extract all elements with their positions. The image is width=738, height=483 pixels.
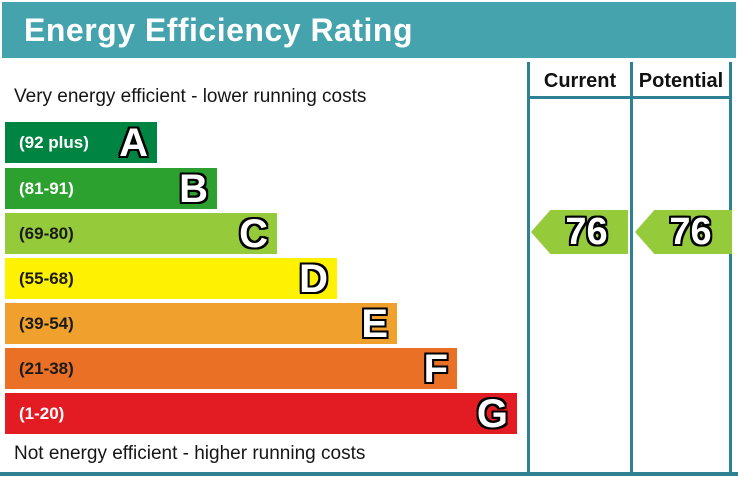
column-header-current: Current bbox=[543, 70, 617, 92]
table-border-middle bbox=[630, 62, 633, 472]
column-header-potential: Potential bbox=[638, 70, 724, 92]
band-b-letter: B bbox=[179, 166, 208, 211]
band-c-letter: C bbox=[239, 211, 268, 256]
band-g-letter: G bbox=[476, 391, 508, 436]
caption-not-efficient: Not energy efficient - higher running co… bbox=[14, 443, 366, 464]
band-f: (21-38) F bbox=[5, 348, 457, 389]
band-d-range: (55-68) bbox=[19, 268, 74, 288]
band-a-range: (92 plus) bbox=[19, 132, 89, 152]
band-f-range: (21-38) bbox=[19, 358, 74, 378]
band-d: (55-68) D bbox=[5, 258, 337, 299]
band-e-letter: E bbox=[361, 301, 388, 346]
table-border-left bbox=[527, 62, 530, 472]
current-rating-arrow: 76 bbox=[531, 210, 628, 254]
caption-very-efficient: Very energy efficient - lower running co… bbox=[14, 86, 367, 107]
chart-title-bar: Energy Efficiency Rating bbox=[2, 2, 736, 58]
table-header-underline bbox=[527, 96, 732, 99]
current-rating-value: 76 bbox=[565, 211, 608, 253]
band-b: (81-91) B bbox=[5, 168, 217, 209]
table-border-right bbox=[729, 62, 732, 472]
band-g-range: (1-20) bbox=[19, 403, 65, 423]
band-a: (92 plus) A bbox=[5, 122, 157, 163]
chart-title: Energy Efficiency Rating bbox=[24, 11, 413, 48]
band-c-range: (69-80) bbox=[19, 223, 74, 243]
band-b-range: (81-91) bbox=[19, 178, 74, 198]
band-f-letter: F bbox=[423, 346, 448, 391]
potential-rating-arrow: 76 bbox=[635, 210, 732, 254]
band-c: (69-80) C bbox=[5, 213, 277, 254]
chart-bottom-border bbox=[0, 472, 738, 476]
band-d-letter: D bbox=[299, 256, 328, 301]
band-e: (39-54) E bbox=[5, 303, 397, 344]
potential-rating-value: 76 bbox=[669, 211, 712, 253]
band-e-range: (39-54) bbox=[19, 313, 74, 333]
band-a-letter: A bbox=[119, 120, 148, 165]
band-g: (1-20) G bbox=[5, 393, 517, 434]
